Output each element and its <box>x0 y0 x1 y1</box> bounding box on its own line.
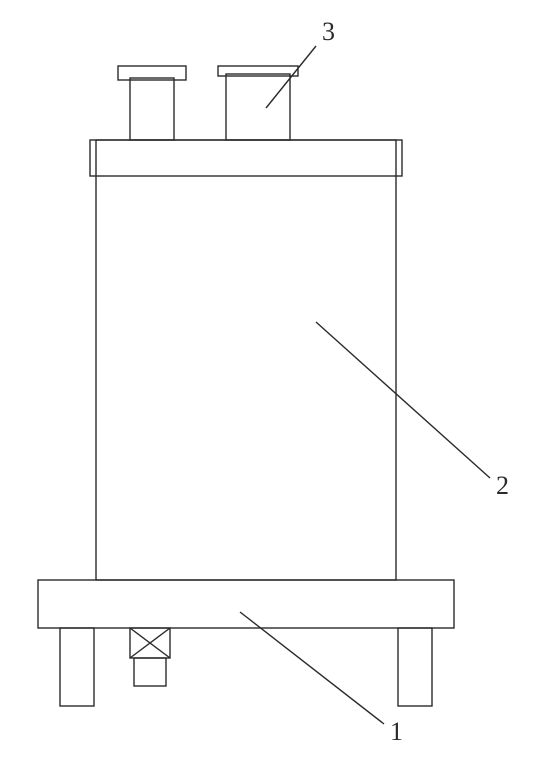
leader-3 <box>266 46 316 108</box>
label-1: 1 <box>390 717 403 746</box>
leader-1 <box>240 612 384 724</box>
label-3: 3 <box>322 17 335 46</box>
top-stub-left-body <box>130 78 174 140</box>
base-leg-right <box>398 628 432 706</box>
label-2: 2 <box>496 471 509 500</box>
base-plate <box>38 580 454 628</box>
bottom-outlet-bottom <box>134 658 166 686</box>
base-leg-left <box>60 628 94 706</box>
tank-top-rim <box>90 140 402 176</box>
leader-2 <box>316 322 490 478</box>
tank-body <box>96 140 396 580</box>
top-stub-right-body <box>226 74 290 140</box>
